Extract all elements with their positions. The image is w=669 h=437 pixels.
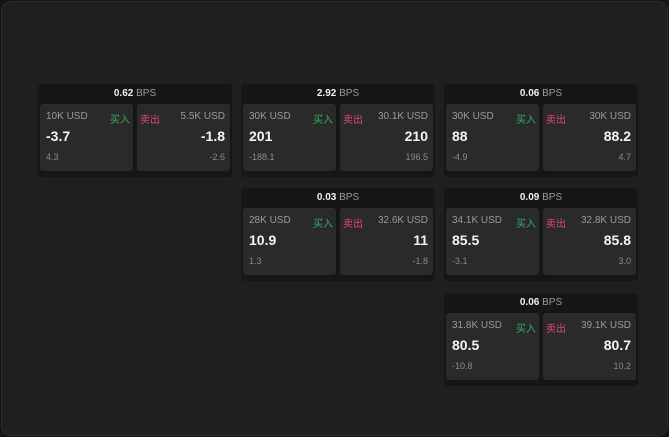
buy-label: 买入: [516, 324, 536, 335]
sell-price: -1.8: [200, 128, 225, 144]
spread-value: 0.62: [113, 88, 134, 99]
buy-change: -3.1: [452, 256, 468, 266]
sell-price: 11: [413, 232, 428, 248]
buy-label: 买入: [313, 115, 333, 126]
spread-value: 0.06: [519, 88, 540, 99]
sell-quantity: 5.5K USD: [180, 111, 225, 122]
spread-value: 0.09: [519, 192, 540, 203]
sell-button[interactable]: 卖出 32.8K USD 85.8 3.0: [543, 208, 636, 275]
sell-price: 85.8: [603, 232, 631, 248]
price-tile: 0.03 BPS 28K USD 买入 10.9 1.3 卖出 32.6K US…: [241, 188, 435, 281]
buy-button[interactable]: 10K USD 买入 -3.7 4.3: [40, 104, 133, 171]
spread-unit: BPS: [542, 297, 563, 308]
price-tile: 0.06 BPS 31.8K USD 买入 80.5 -10.8 卖出 39.1…: [444, 293, 638, 386]
buy-change: -10.8: [452, 361, 473, 371]
buy-change: -4.9: [452, 152, 468, 162]
sell-label: 卖出: [343, 115, 363, 126]
buy-button[interactable]: 30K USD 买入 88 -4.9: [446, 104, 539, 171]
sell-quantity: 30.1K USD: [377, 111, 428, 122]
sell-button[interactable]: 卖出 32.6K USD 11 -1.8: [340, 208, 433, 275]
sell-button[interactable]: 卖出 5.5K USD -1.8 -2.6: [137, 104, 230, 171]
spread-unit: BPS: [542, 88, 563, 99]
sell-button[interactable]: 卖出 30K USD 88.2 4.7: [543, 104, 636, 171]
spread-value: 2.92: [316, 88, 337, 99]
sell-button[interactable]: 卖出 30.1K USD 210 196.5: [340, 104, 433, 171]
buy-button[interactable]: 31.8K USD 买入 80.5 -10.8: [446, 313, 539, 380]
sell-price: 210: [404, 128, 428, 144]
buy-label: 买入: [516, 115, 536, 126]
buy-quantity: 34.1K USD: [452, 215, 503, 226]
buy-label: 买入: [110, 115, 130, 126]
price-tile: 0.09 BPS 34.1K USD 买入 85.5 -3.1 卖出 32.8K…: [444, 188, 638, 281]
sell-label: 卖出: [343, 219, 363, 230]
sell-price: 88.2: [603, 128, 631, 144]
sell-change: 196.5: [405, 152, 428, 162]
buy-price: -3.7: [46, 128, 71, 144]
buy-price: 85.5: [452, 232, 480, 248]
buy-price: 201: [249, 128, 273, 144]
spread-header: 0.03 BPS: [241, 188, 435, 208]
sell-label: 卖出: [546, 324, 566, 335]
spread-value: 0.03: [316, 192, 337, 203]
spread-value: 0.06: [519, 297, 540, 308]
sell-quantity: 32.6K USD: [377, 215, 428, 226]
sell-label: 卖出: [546, 115, 566, 126]
buy-quantity: 28K USD: [249, 215, 291, 226]
sell-change: -2.6: [209, 152, 225, 162]
price-tile: 0.06 BPS 30K USD 买入 88 -4.9 卖出 30K USD 8…: [444, 84, 638, 177]
sell-change: -1.8: [412, 256, 428, 266]
buy-label: 买入: [313, 219, 333, 230]
spread-header: 2.92 BPS: [241, 84, 435, 104]
buy-price: 10.9: [249, 232, 277, 248]
sell-price: 80.7: [603, 337, 631, 353]
buy-change: -188.1: [249, 152, 275, 162]
spread-header: 0.06 BPS: [444, 84, 638, 104]
buy-label: 买入: [516, 219, 536, 230]
sell-label: 卖出: [140, 115, 160, 126]
spread-unit: BPS: [339, 192, 360, 203]
buy-button[interactable]: 28K USD 买入 10.9 1.3: [243, 208, 336, 275]
buy-quantity: 31.8K USD: [452, 320, 503, 331]
price-tile: 0.62 BPS 10K USD 买入 -3.7 4.3 卖出 5.5K USD…: [38, 84, 232, 177]
sell-change: 10.2: [613, 361, 631, 371]
spread-unit: BPS: [339, 88, 360, 99]
spread-header: 0.09 BPS: [444, 188, 638, 208]
buy-button[interactable]: 34.1K USD 买入 85.5 -3.1: [446, 208, 539, 275]
price-tile: 2.92 BPS 30K USD 买入 201 -188.1 卖出 30.1K …: [241, 84, 435, 177]
buy-change: 4.3: [46, 152, 59, 162]
spread-unit: BPS: [542, 192, 563, 203]
sell-quantity: 32.8K USD: [580, 215, 631, 226]
buy-price: 88: [452, 128, 468, 144]
sell-label: 卖出: [546, 219, 566, 230]
buy-quantity: 30K USD: [249, 111, 291, 122]
buy-quantity: 30K USD: [452, 111, 494, 122]
buy-quantity: 10K USD: [46, 111, 88, 122]
sell-button[interactable]: 卖出 39.1K USD 80.7 10.2: [543, 313, 636, 380]
spread-unit: BPS: [136, 88, 157, 99]
spread-header: 0.62 BPS: [38, 84, 232, 104]
sell-quantity: 39.1K USD: [580, 320, 631, 331]
sell-quantity: 30K USD: [589, 111, 631, 122]
buy-change: 1.3: [249, 256, 262, 266]
buy-button[interactable]: 30K USD 买入 201 -188.1: [243, 104, 336, 171]
buy-price: 80.5: [452, 337, 480, 353]
spread-header: 0.06 BPS: [444, 293, 638, 313]
sell-change: 3.0: [618, 256, 631, 266]
sell-change: 4.7: [618, 152, 631, 162]
